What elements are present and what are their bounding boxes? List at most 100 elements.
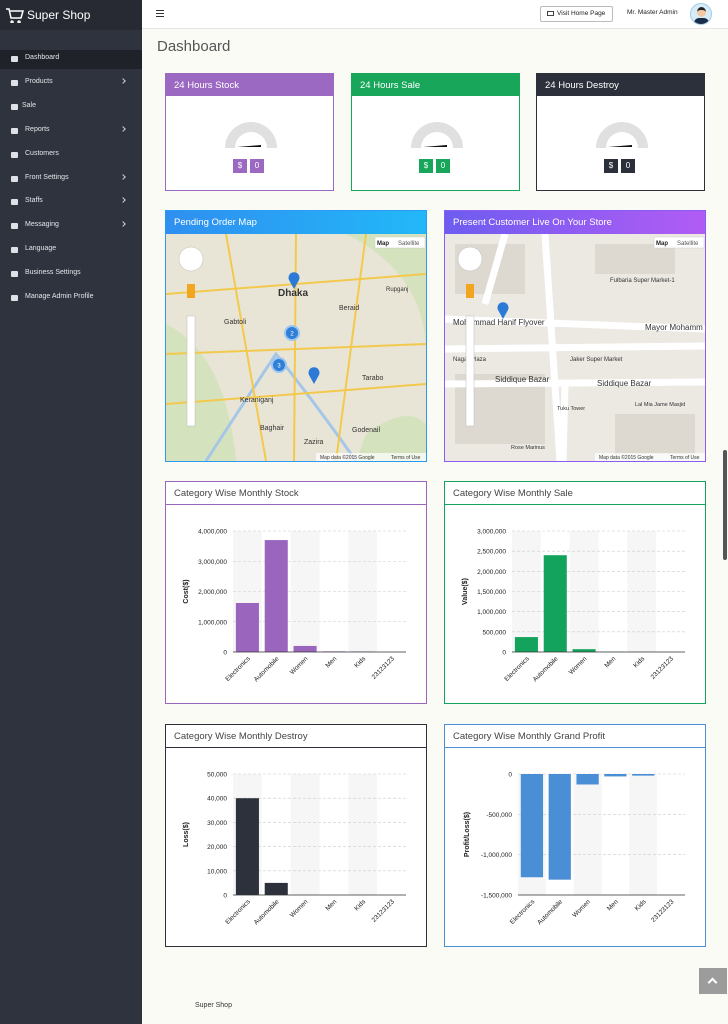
x-tick-label: Electronics <box>509 898 537 926</box>
column-band <box>348 531 378 652</box>
avatar[interactable] <box>690 3 712 25</box>
sidebar-item[interactable]: Messaging <box>0 217 142 236</box>
chart-title: Category Wise Monthly Sale <box>453 488 573 499</box>
map-label: Lal Mia Jame Masjid <box>635 402 685 408</box>
sidebar-item[interactable]: Customers <box>0 146 142 165</box>
chart-header: Category Wise Monthly Destroy <box>166 725 426 748</box>
y-tick-label: 2,000,000 <box>477 569 506 576</box>
sidebar-label: Messaging <box>25 221 59 229</box>
sidebar-item[interactable]: Products <box>0 74 142 93</box>
bar <box>514 637 538 652</box>
map-label: Siddique Bazar <box>597 379 652 388</box>
map-control[interactable]: Map <box>656 241 668 247</box>
x-tick-label: 23123123 <box>650 655 676 681</box>
zoom-slider <box>465 315 475 427</box>
y-tick-label: 3,000,000 <box>198 559 227 566</box>
sidebar-label: Front Settings <box>25 173 69 181</box>
map-label: Zazira <box>304 439 324 446</box>
sidebar-item[interactable]: Reports <box>0 122 142 141</box>
map-attribution: Map data ©2015 Google <box>320 454 375 461</box>
map-roads <box>445 234 705 461</box>
sidebar-arrow <box>120 78 126 84</box>
bar <box>576 774 599 785</box>
map-label: Keraniganj <box>240 397 274 404</box>
map-panel-header: Present Customer Live On Your Store <box>445 211 705 234</box>
menu-bar <box>156 13 164 15</box>
map-label: Beraid <box>339 305 359 312</box>
sidebar-arrow <box>120 125 126 132</box>
map-pin <box>497 302 509 319</box>
value-badge: 0 <box>436 159 450 173</box>
menu-bar <box>156 16 164 18</box>
y-tick-label: 4,000,000 <box>198 529 227 536</box>
map-river <box>204 351 358 461</box>
x-tick-label: Kids <box>632 655 646 669</box>
map-pin <box>308 367 320 384</box>
map-label: Mohammad Hanif Flyover <box>453 318 545 327</box>
value-badge: 0 <box>621 159 635 173</box>
avatar-body <box>694 18 709 24</box>
sidebar-item[interactable]: Manage Admin Profile <box>0 289 142 308</box>
zoom-slider <box>186 315 196 427</box>
sidebar-item[interactable]: Business Settings <box>0 265 142 284</box>
chart-title: Category Wise Monthly Stock <box>174 488 299 499</box>
brand-icon <box>6 8 24 23</box>
sidebar-item[interactable]: Front Settings <box>0 170 142 189</box>
sidebar-label: Customers <box>25 149 59 157</box>
menu-toggle[interactable] <box>156 10 164 18</box>
column-band <box>512 531 541 652</box>
map-label: Dhaka <box>278 288 308 299</box>
y-tick-label: 40,000 <box>207 796 227 803</box>
bar <box>543 555 567 652</box>
map-control[interactable]: Satellite <box>398 241 420 247</box>
y-axis-label: Cost($) <box>183 579 190 603</box>
map-control-bg <box>653 236 705 249</box>
scroll-top-button[interactable] <box>699 968 727 994</box>
sidebar-item[interactable]: Language <box>0 241 142 260</box>
map: Mohammad Hanif Flyover Mayor Mohamm Fulbar… <box>445 234 705 461</box>
sidebar-icon <box>11 247 18 254</box>
stat-card-title: 24 Hours Sale <box>360 80 421 91</box>
x-tick-label: Women <box>568 655 589 676</box>
sidebar-item[interactable]: Dashboard <box>0 50 142 69</box>
map-control[interactable]: Map <box>377 241 389 247</box>
y-tick-label: 2,000,000 <box>198 589 227 596</box>
x-tick-label: Automobile <box>536 898 564 926</box>
sidebar-label: Manage Admin Profile <box>25 293 94 300</box>
gauge-track <box>225 122 277 148</box>
bar <box>548 774 571 880</box>
map-attribution: Map data ©2015 Google <box>599 454 654 461</box>
sidebar-icon <box>11 271 18 278</box>
map-control[interactable]: Satellite <box>677 241 699 247</box>
map-terms: Terms of Use <box>670 455 700 461</box>
sidebar-item[interactable]: Staffs <box>0 193 142 212</box>
chart-panel: -1,500,000 -1,000,000 -500,000 0 Electronics… <box>444 724 706 947</box>
y-tick-label: 2,500,000 <box>477 549 506 556</box>
pegman <box>466 284 474 298</box>
stat-card: 24 Hours Stock $0 <box>165 73 334 191</box>
sidebar-icon <box>11 175 18 182</box>
bar <box>235 602 259 652</box>
footer: Super Shop <box>195 1002 232 1009</box>
sidebar-label: Staffs <box>25 197 43 205</box>
sidebar-item[interactable]: Sale <box>0 98 142 117</box>
stat-card: 24 Hours Sale $0 <box>351 73 520 191</box>
x-tick-label: Kids <box>634 898 648 912</box>
map-panel: Pending Order Map 2 3 Dhaka Beraid Gabtoli Ker… <box>165 210 427 462</box>
pegman <box>187 284 195 298</box>
y-tick-label: 20,000 <box>207 844 227 851</box>
visit-home-button[interactable]: Visit Home Page <box>540 6 613 22</box>
stat-card-header: 24 Hours Destroy <box>537 74 704 96</box>
x-tick-label: Men <box>324 898 338 912</box>
sidebar-icon <box>11 223 18 230</box>
x-tick-label: Women <box>571 898 592 919</box>
sidebar-label: Products <box>25 77 53 85</box>
y-tick-label: 0 <box>508 772 512 779</box>
column-band <box>290 774 320 895</box>
chart: 0 500,000 1,000,000 1,500,000 2,000,000 2,500… <box>462 529 685 683</box>
cluster-count: 3 <box>277 364 281 370</box>
x-tick-label: Women <box>289 898 310 919</box>
map-label: Fulbaria Super Market-1 <box>610 278 675 284</box>
column-band <box>629 774 658 895</box>
